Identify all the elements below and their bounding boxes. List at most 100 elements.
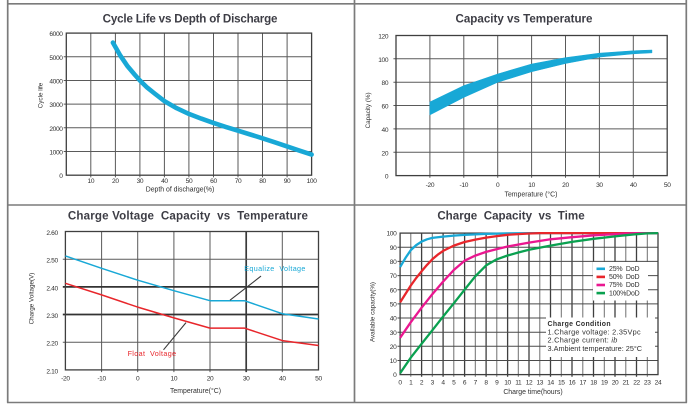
svg-text:2000: 2000 (49, 126, 63, 133)
svg-text:5000: 5000 (49, 55, 63, 62)
svg-text:40: 40 (390, 316, 397, 323)
svg-text:Cycle life: Cycle life (38, 82, 45, 108)
svg-text:Charge Voltage Capacity vs: Charge Voltage Capacity vs Temperature (68, 210, 309, 223)
svg-text:2.10: 2.10 (46, 368, 58, 375)
svg-text:24: 24 (655, 379, 662, 386)
svg-text:Charge time(hours): Charge time(hours) (503, 389, 562, 396)
svg-text:Temperature (°C): Temperature (°C) (505, 190, 558, 198)
svg-text:19: 19 (601, 379, 608, 386)
svg-text:100%DoD: 100%DoD (609, 290, 640, 297)
svg-text:100: 100 (386, 231, 397, 238)
svg-text:10: 10 (528, 182, 535, 189)
svg-text:22: 22 (633, 379, 640, 386)
svg-text:12: 12 (526, 379, 533, 386)
svg-text:4000: 4000 (49, 78, 63, 85)
svg-text:0: 0 (496, 182, 500, 189)
svg-text:1000: 1000 (49, 150, 63, 157)
svg-text:13: 13 (536, 379, 543, 386)
svg-text:2: 2 (420, 379, 424, 386)
svg-text:20: 20 (207, 376, 214, 383)
svg-text:30: 30 (596, 182, 603, 189)
svg-text:4: 4 (441, 379, 445, 386)
svg-text:30: 30 (137, 178, 144, 185)
svg-text:10: 10 (390, 358, 397, 365)
svg-text:70: 70 (235, 178, 242, 185)
svg-text:90: 90 (390, 245, 397, 252)
svg-text:50: 50 (186, 178, 193, 185)
svg-text:80: 80 (259, 178, 266, 185)
svg-text:40: 40 (630, 182, 637, 189)
svg-text:100: 100 (378, 57, 389, 64)
svg-text:16: 16 (569, 379, 576, 386)
svg-text:0: 0 (393, 372, 397, 379)
svg-text:-20: -20 (61, 376, 70, 383)
svg-text:60: 60 (210, 178, 217, 185)
svg-text:2.30: 2.30 (46, 313, 58, 320)
svg-text:Temperature(°C): Temperature(°C) (170, 387, 221, 395)
svg-text:Available capacity(%): Available capacity(%) (370, 282, 377, 342)
svg-text:6: 6 (463, 379, 467, 386)
svg-text:60: 60 (390, 287, 397, 294)
svg-text:1.Charge voltage: 2.35Vpc: 1.Charge voltage: 2.35Vpc (548, 327, 641, 336)
svg-text:40: 40 (279, 376, 286, 383)
svg-text:0: 0 (136, 376, 140, 383)
svg-text:10: 10 (88, 178, 95, 185)
svg-text:80: 80 (390, 259, 397, 266)
svg-text:18: 18 (590, 379, 597, 386)
svg-text:5: 5 (452, 379, 456, 386)
svg-text:40: 40 (161, 178, 168, 185)
svg-text:8: 8 (484, 379, 488, 386)
svg-text:3000: 3000 (49, 102, 63, 109)
svg-text:3.Ambient temperature: 25°C: 3.Ambient temperature: 25°C (548, 344, 643, 353)
svg-text:Charge Capacity vs Time: Charge Capacity vs Time (437, 210, 585, 223)
svg-text:50: 50 (315, 376, 322, 383)
svg-text:25% DoD: 25% DoD (609, 266, 639, 273)
svg-text:50: 50 (390, 301, 397, 308)
svg-text:50% DoD: 50% DoD (609, 274, 639, 281)
svg-text:2.40: 2.40 (46, 285, 58, 292)
svg-text:2.Charge current: ib: 2.Charge current: ib (548, 336, 618, 345)
svg-text:30: 30 (390, 330, 397, 337)
svg-text:Equalize Voltage: Equalize Voltage (244, 264, 306, 273)
svg-text:Capacity (%): Capacity (%) (365, 92, 372, 128)
svg-text:50: 50 (664, 182, 671, 189)
svg-text:0: 0 (385, 174, 389, 181)
svg-text:120: 120 (378, 34, 389, 41)
svg-text:Float Voltage: Float Voltage (128, 349, 177, 358)
svg-text:20: 20 (112, 178, 119, 185)
svg-text:7: 7 (474, 379, 478, 386)
svg-text:10: 10 (504, 379, 511, 386)
svg-text:2.60: 2.60 (46, 230, 58, 237)
svg-text:75% DoD: 75% DoD (609, 282, 639, 289)
svg-text:100: 100 (307, 178, 318, 185)
svg-text:15: 15 (558, 379, 565, 386)
svg-text:11: 11 (515, 379, 522, 386)
svg-text:2.20: 2.20 (46, 341, 58, 348)
svg-text:Depth of discharge(%): Depth of discharge(%) (146, 186, 215, 193)
svg-text:0: 0 (59, 173, 63, 180)
svg-text:70: 70 (390, 273, 397, 280)
svg-text:-10: -10 (97, 376, 106, 383)
svg-text:Capacity vs Temperature: Capacity vs Temperature (455, 12, 593, 25)
svg-text:6000: 6000 (49, 31, 63, 38)
svg-text:9: 9 (495, 379, 499, 386)
svg-text:14: 14 (547, 379, 554, 386)
svg-text:21: 21 (622, 379, 629, 386)
svg-text:20: 20 (390, 344, 397, 351)
svg-text:Charge Condition: Charge Condition (548, 321, 611, 328)
svg-text:60: 60 (382, 104, 389, 111)
svg-text:23: 23 (644, 379, 651, 386)
svg-text:0: 0 (398, 379, 402, 386)
svg-text:40: 40 (382, 127, 389, 134)
svg-text:10: 10 (171, 376, 178, 383)
svg-text:90: 90 (284, 178, 291, 185)
svg-text:-20: -20 (426, 182, 435, 189)
svg-text:20: 20 (612, 379, 619, 386)
svg-text:2.50: 2.50 (46, 258, 58, 265)
svg-text:1: 1 (409, 379, 413, 386)
svg-text:3: 3 (431, 379, 435, 386)
svg-text:-10: -10 (460, 182, 469, 189)
svg-text:20: 20 (382, 150, 389, 157)
svg-text:Cycle Life vs Depth of Dischar: Cycle Life vs Depth of Discharge (103, 12, 278, 25)
svg-text:Charge Voltage(V): Charge Voltage(V) (29, 273, 36, 325)
